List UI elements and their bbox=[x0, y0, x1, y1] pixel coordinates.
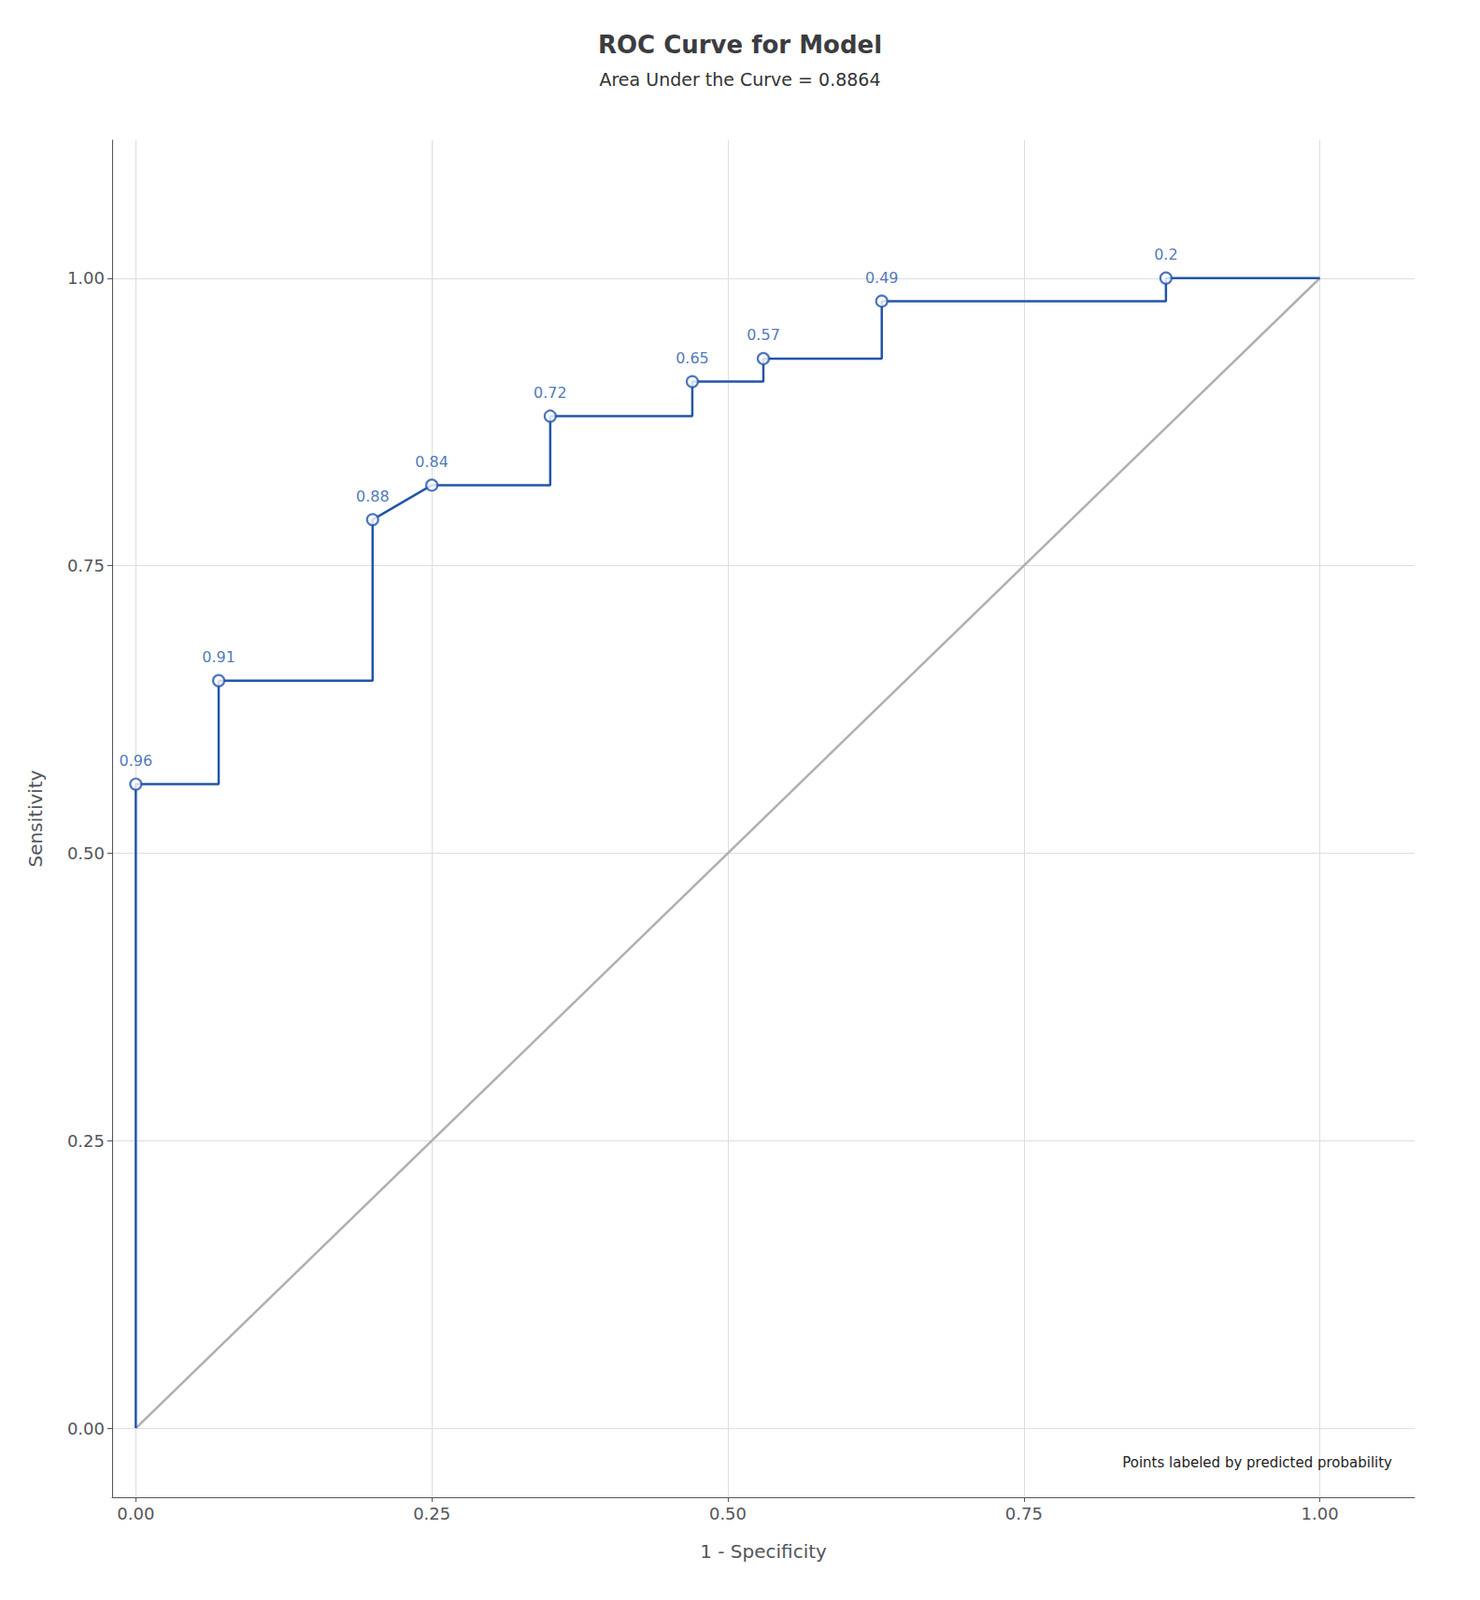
svg-text:0.84: 0.84 bbox=[414, 453, 449, 471]
svg-text:0.49: 0.49 bbox=[865, 269, 899, 287]
svg-text:0.00: 0.00 bbox=[67, 1419, 105, 1439]
svg-text:0.57: 0.57 bbox=[746, 326, 781, 344]
svg-text:ROC Curve for Model: ROC Curve for Model bbox=[597, 30, 883, 59]
svg-text:0.25: 0.25 bbox=[67, 1131, 105, 1152]
svg-text:0.25: 0.25 bbox=[412, 1504, 451, 1524]
svg-text:Area Under the Curve = 0.8864: Area Under the Curve = 0.8864 bbox=[598, 69, 881, 90]
svg-text:0.65: 0.65 bbox=[675, 349, 710, 368]
svg-text:Sensitivity: Sensitivity bbox=[24, 769, 47, 868]
svg-text:1 - Specificity: 1 - Specificity bbox=[699, 1540, 827, 1564]
svg-text:0.88: 0.88 bbox=[355, 487, 390, 506]
svg-text:0.96: 0.96 bbox=[119, 752, 154, 770]
svg-text:1.00: 1.00 bbox=[67, 268, 105, 288]
svg-text:Points labeled by predicted pr: Points labeled by predicted probability bbox=[1122, 1454, 1393, 1472]
svg-text:0.75: 0.75 bbox=[67, 555, 105, 576]
svg-text:0.2: 0.2 bbox=[1153, 245, 1178, 264]
svg-text:0.00: 0.00 bbox=[116, 1504, 155, 1524]
svg-text:0.75: 0.75 bbox=[1005, 1504, 1043, 1524]
svg-text:0.50: 0.50 bbox=[67, 843, 105, 864]
svg-text:0.91: 0.91 bbox=[201, 648, 236, 667]
svg-text:1.00: 1.00 bbox=[1301, 1504, 1339, 1524]
svg-text:0.50: 0.50 bbox=[709, 1504, 747, 1524]
svg-text:0.72: 0.72 bbox=[533, 384, 568, 402]
